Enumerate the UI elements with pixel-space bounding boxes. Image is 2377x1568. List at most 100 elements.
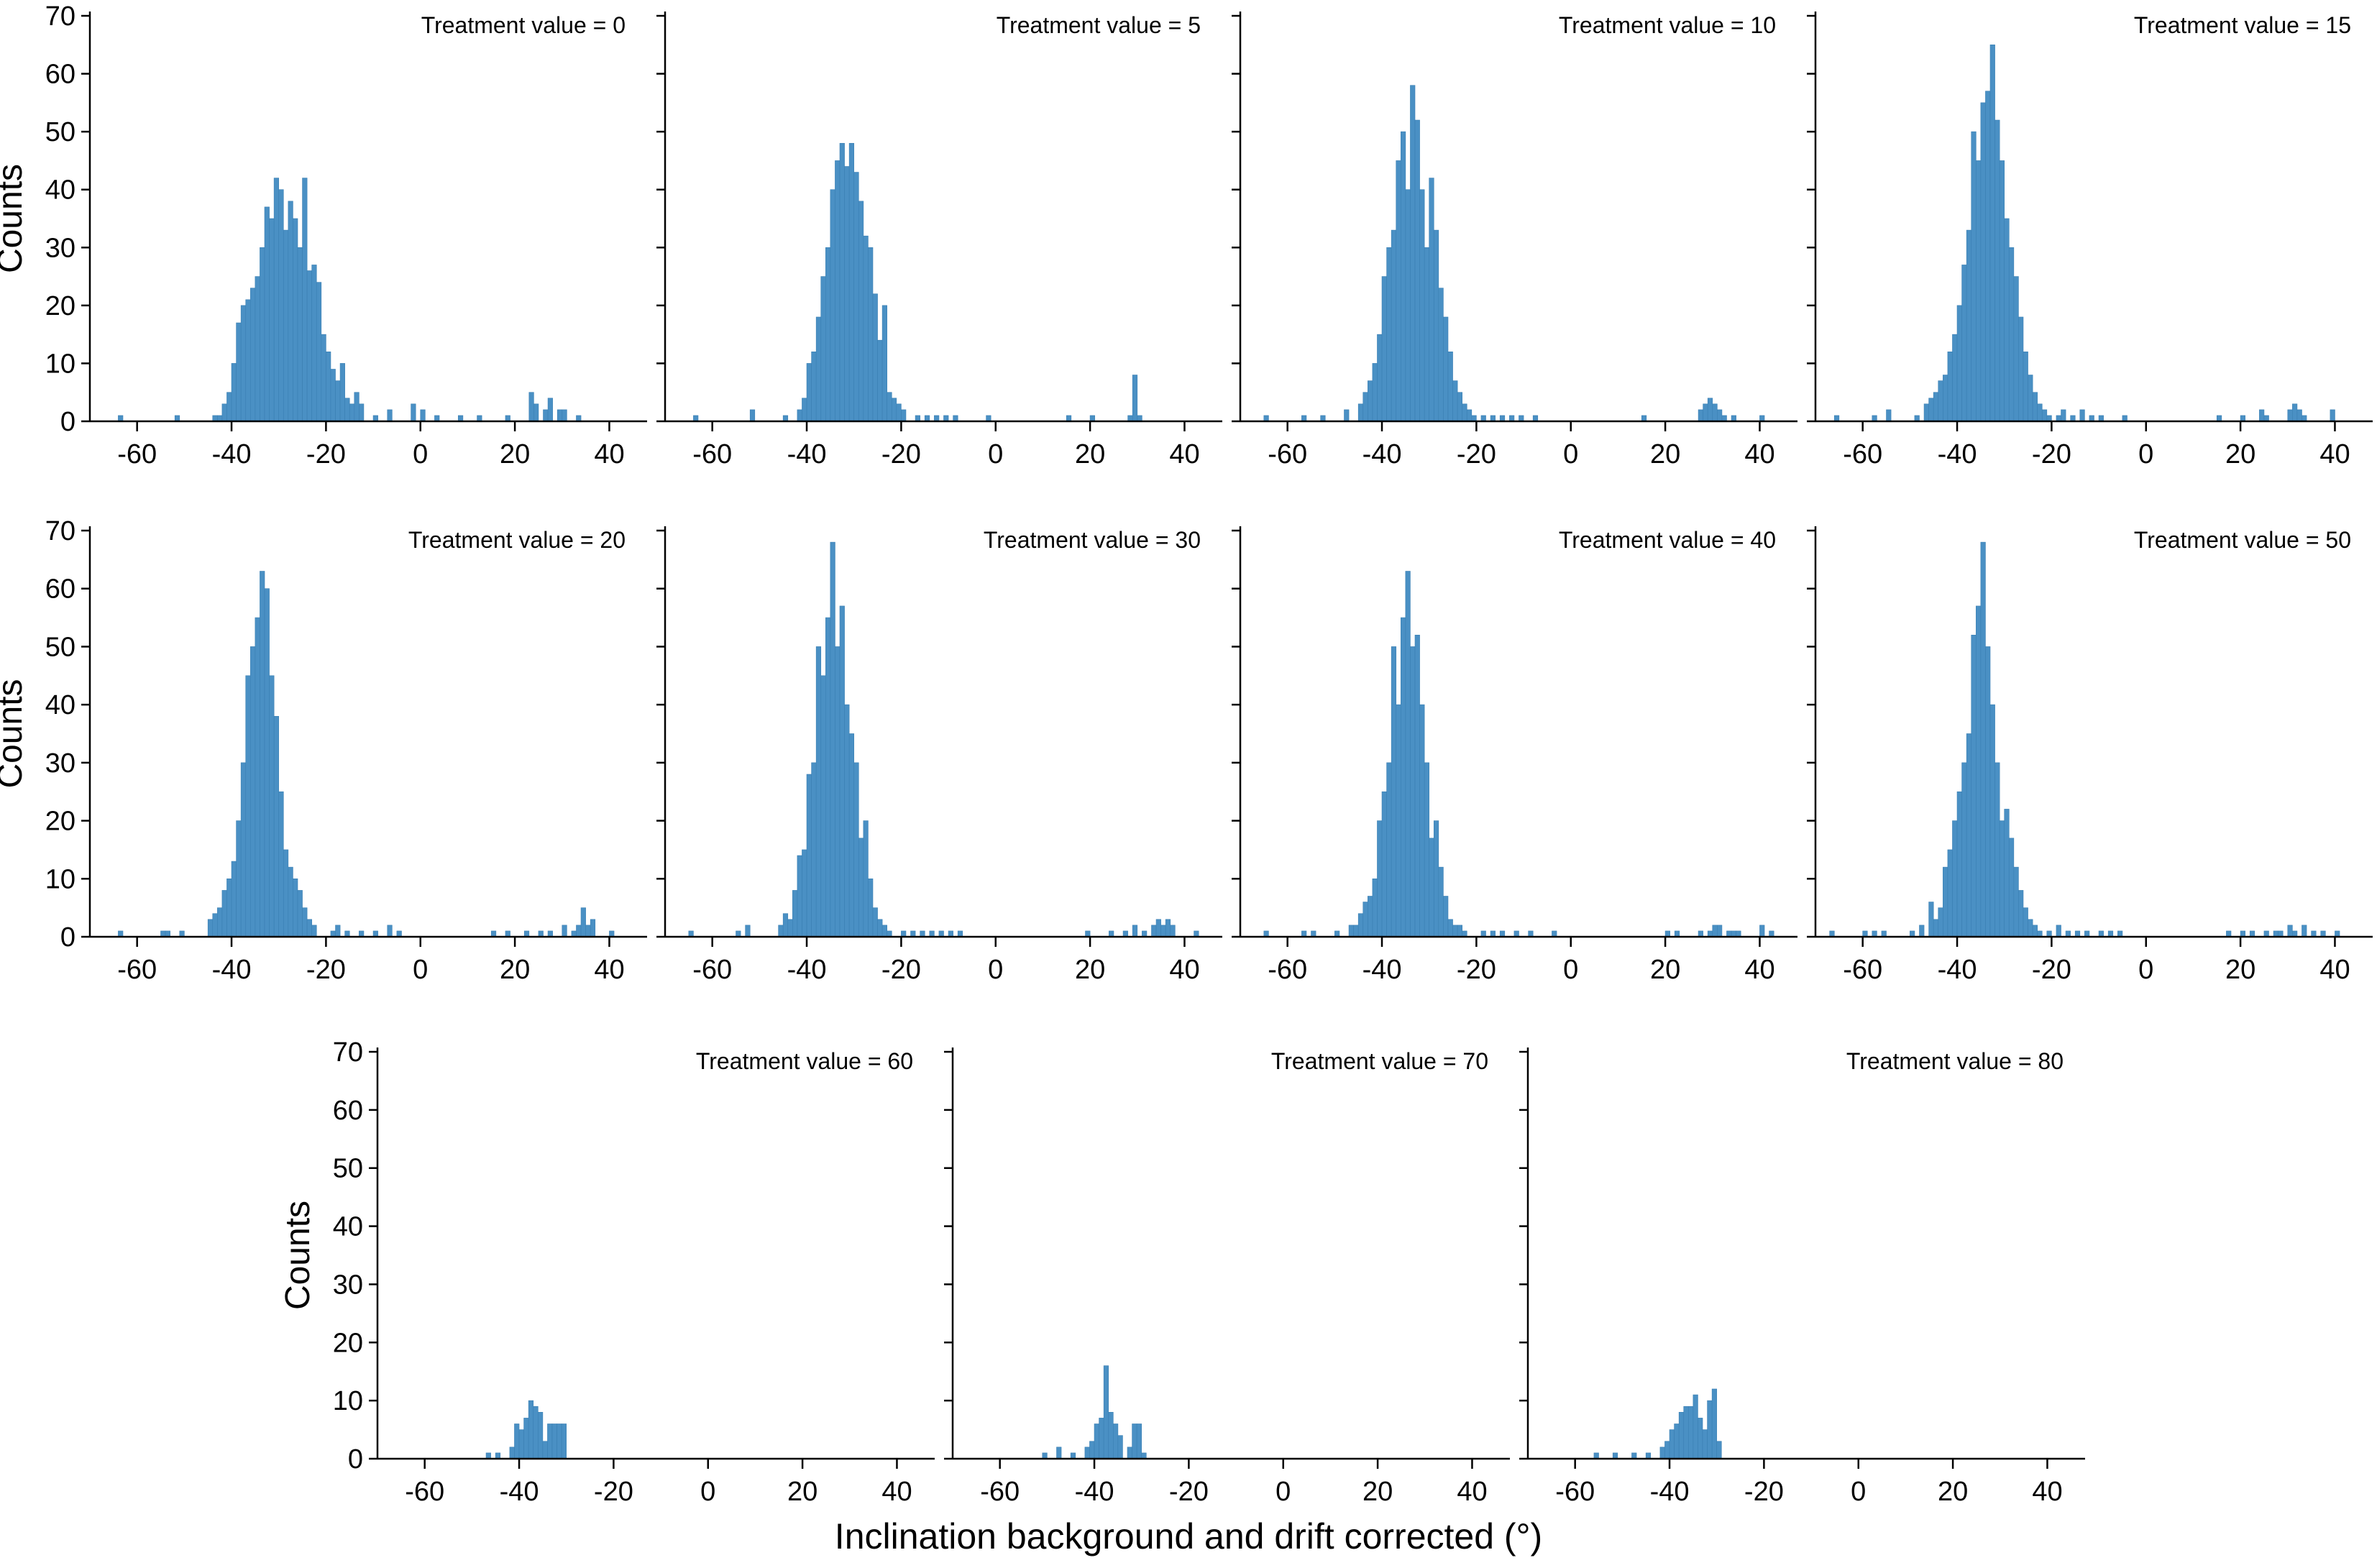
histogram-bar xyxy=(231,861,237,937)
x-tick-label: 40 xyxy=(2032,1477,2062,1507)
histogram-bar xyxy=(2028,375,2033,422)
histogram-bar xyxy=(1429,838,1434,937)
histogram-bar xyxy=(2037,403,2043,422)
histogram-bar xyxy=(542,1441,548,1459)
x-tick-label: 40 xyxy=(1744,955,1774,985)
histogram-bar xyxy=(901,409,907,422)
histogram-bar xyxy=(321,334,326,422)
histogram-bar xyxy=(2028,919,2033,937)
panel-title: Treatment value = 40 xyxy=(1559,527,1776,553)
histogram-bar xyxy=(297,247,303,422)
histogram-bar xyxy=(1976,605,1982,937)
histogram-bar xyxy=(1994,762,2000,937)
histogram-bar xyxy=(1712,403,1718,422)
histogram-bar xyxy=(778,925,784,937)
histogram-bar xyxy=(1938,380,1943,422)
histogram-bar xyxy=(1414,119,1420,422)
x-tick-label: -40 xyxy=(500,1477,539,1507)
y-tick-label: 20 xyxy=(333,1328,363,1358)
histogram-bar xyxy=(1693,1394,1698,1459)
histogram-bar xyxy=(2023,907,2028,937)
histogram-bar xyxy=(1396,704,1401,937)
x-tick-label: 20 xyxy=(500,439,530,469)
histogram-bar xyxy=(835,646,841,937)
y-axis-label: Counts xyxy=(0,679,29,788)
histogram-bar xyxy=(863,820,869,937)
y-tick-label: 60 xyxy=(45,60,75,90)
histogram-bar xyxy=(1659,1446,1665,1459)
histogram-bar xyxy=(811,352,817,422)
histogram-bar xyxy=(212,913,218,937)
panel-11: -60 -40 -20 0 20 40 Treatment value = 80 xyxy=(1519,1047,2085,1507)
histogram-bar xyxy=(797,409,802,422)
histogram-bar xyxy=(848,142,855,422)
histogram-bar xyxy=(858,838,864,937)
histogram-bar xyxy=(1368,896,1373,937)
histogram-bar xyxy=(858,201,864,422)
histogram-bar xyxy=(1928,398,1934,422)
histogram-bar xyxy=(1971,131,1977,422)
histogram-bar xyxy=(1976,160,1982,422)
histogram-bar xyxy=(797,855,802,937)
x-tick-label: -60 xyxy=(117,955,157,985)
y-tick-label: 20 xyxy=(45,291,75,321)
histogram-bar xyxy=(1717,925,1723,937)
histogram-bar xyxy=(278,189,284,422)
histogram-bar xyxy=(1717,409,1723,422)
histogram-bar xyxy=(2292,403,2298,422)
x-tick-label: -60 xyxy=(1268,955,1307,985)
y-tick-label: 50 xyxy=(45,117,75,147)
x-tick-label: 20 xyxy=(1362,1477,1393,1507)
histogram-bar xyxy=(820,276,826,422)
x-tick-label: -40 xyxy=(1938,955,1977,985)
x-tick-label: -60 xyxy=(117,439,157,469)
x-tick-label: -40 xyxy=(1938,439,1977,469)
y-tick-label: 10 xyxy=(45,864,75,894)
histogram-bar xyxy=(2296,409,2302,422)
histogram-bar xyxy=(877,339,883,422)
histogram-bar xyxy=(839,142,845,422)
x-tick-label: -20 xyxy=(881,955,921,985)
histogram-bar xyxy=(2008,247,2015,422)
histogram-bar xyxy=(339,363,345,422)
x-tick-label: 20 xyxy=(2225,439,2255,469)
y-tick-label: 0 xyxy=(348,1444,363,1475)
histogram-bar xyxy=(2013,276,2019,422)
histogram-bar xyxy=(2041,409,2048,422)
x-tick-label: -60 xyxy=(1843,439,1882,469)
panel-title: Treatment value = 10 xyxy=(1559,12,1776,38)
histogram-bar xyxy=(844,704,850,937)
y-tick-label: 40 xyxy=(45,690,75,720)
histogram-bar xyxy=(1447,919,1453,937)
x-tick-label: 40 xyxy=(1169,439,1199,469)
histogram-bar xyxy=(896,403,902,422)
histogram-bar xyxy=(1669,1429,1675,1459)
histogram-bar xyxy=(420,409,426,422)
histogram-bar xyxy=(1886,409,1892,422)
histogram-bar xyxy=(782,913,789,937)
x-tick-label: -20 xyxy=(306,955,346,985)
histogram-bar xyxy=(1457,392,1462,422)
x-tick-label: -40 xyxy=(1075,1477,1114,1507)
histogram-bar xyxy=(792,890,798,937)
x-tick-label: -60 xyxy=(980,1477,1020,1507)
histogram-bar xyxy=(1424,247,1430,422)
histogram-bar xyxy=(1381,791,1387,937)
panel-title: Treatment value = 30 xyxy=(984,527,1201,553)
histogram-bar xyxy=(538,1412,544,1459)
histogram-bar xyxy=(806,774,812,937)
histogram-bar xyxy=(236,322,242,422)
y-tick-label: 0 xyxy=(60,407,75,437)
histogram-bar xyxy=(802,849,807,937)
x-tick-label: 0 xyxy=(413,439,428,469)
y-tick-label: 40 xyxy=(333,1212,363,1242)
histogram-bar xyxy=(255,276,260,422)
histogram-bar xyxy=(825,617,831,937)
histogram-bar xyxy=(2330,409,2335,422)
x-tick-label: 20 xyxy=(787,1477,817,1507)
histogram-bar xyxy=(1084,1446,1090,1459)
y-tick-label: 0 xyxy=(60,922,75,953)
histogram-bar xyxy=(1155,919,1161,937)
y-tick-label: 60 xyxy=(45,574,75,605)
histogram-bar xyxy=(1683,1406,1689,1459)
